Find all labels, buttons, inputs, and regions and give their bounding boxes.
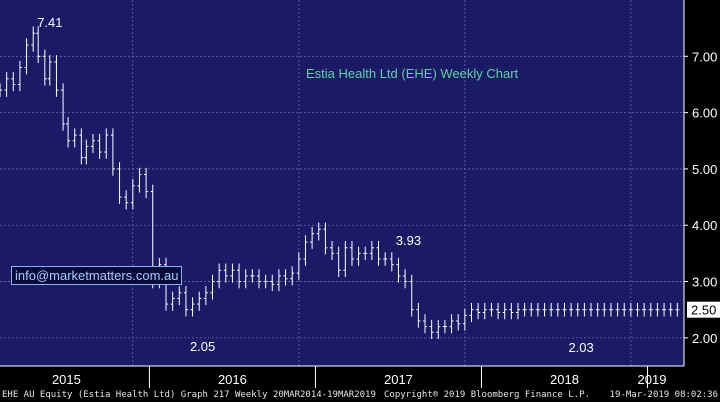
watermark-email: info@marketmatters.com.au	[11, 266, 183, 285]
price-annotation: 3.93	[396, 233, 421, 248]
y-tick-label: 7.00	[692, 49, 717, 64]
plot-area	[0, 0, 684, 366]
price-annotation: 7.41	[37, 15, 62, 30]
price-annotation: 2.05	[190, 339, 215, 354]
footer-timestamp: 19-Mar-2019 08:02:36	[609, 390, 718, 400]
footer-bar: EHE AU Equity (Estia Health Ltd) Graph 2…	[0, 389, 720, 402]
chart-annotations: 7.41 2.05 3.93 2.03	[37, 15, 594, 355]
x-tick-label: 2016	[218, 372, 247, 387]
x-tick-label: 2015	[52, 372, 81, 387]
price-chart: 7.41 2.05 3.93 2.03 2.00 3.00 4.00 5.00 6.00 7.0…	[0, 0, 720, 389]
y-tick-label: 2.00	[692, 331, 717, 346]
x-tick-label: 2018	[550, 372, 579, 387]
last-price-label: 2.50	[691, 303, 716, 318]
last-price-box	[687, 301, 720, 318]
footer-copyright: Copyright® 2019 Bloomberg Finance L.P.	[384, 390, 590, 400]
chart-title: Estia Health Ltd (EHE) Weekly Chart	[306, 66, 519, 81]
y-tick-label: 4.00	[692, 218, 717, 233]
footer-security-info: EHE AU Equity (Estia Health Ltd) Graph 2…	[2, 390, 376, 400]
x-tick-label: 2019	[638, 372, 667, 387]
price-bars	[0, 26, 680, 339]
x-axis: 2015 2016 2017 2018 2019	[0, 365, 684, 388]
y-tick-label: 6.00	[692, 106, 717, 121]
x-tick-label: 2017	[384, 372, 413, 387]
y-tick-label: 5.00	[692, 162, 717, 177]
y-axis: 2.00 3.00 4.00 5.00 6.00 7.00 2.50	[683, 0, 720, 366]
price-annotation: 2.03	[568, 340, 593, 355]
y-tick-label: 3.00	[692, 275, 717, 290]
